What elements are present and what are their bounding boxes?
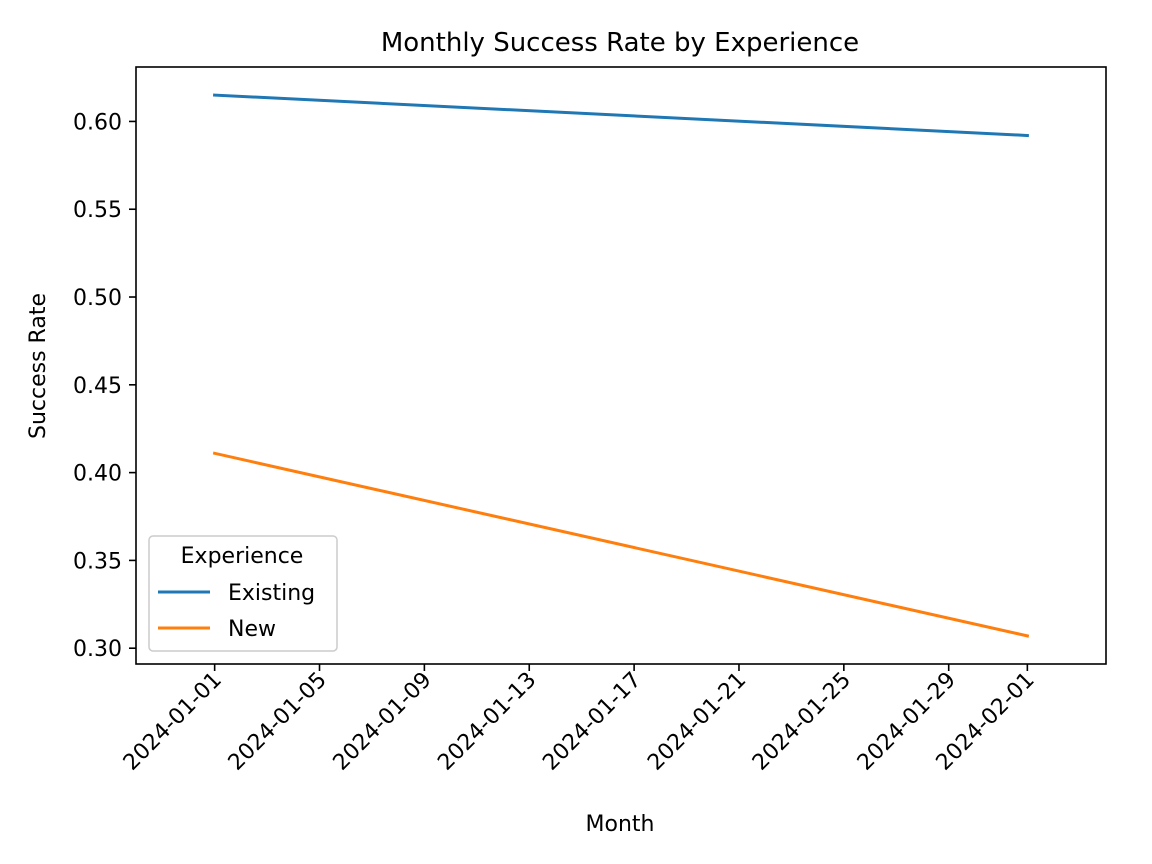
- x-axis-ticks: 2024-01-012024-01-052024-01-092024-01-13…: [119, 664, 1040, 776]
- plot-area: [135, 66, 1107, 665]
- x-tick-label: 2024-01-13: [433, 668, 541, 776]
- series-line-existing: [213, 93, 1029, 138]
- x-tick-label: 2024-01-09: [329, 668, 437, 776]
- x-tick-label: 2024-01-17: [538, 668, 646, 776]
- legend-label-existing: Existing: [228, 581, 315, 606]
- series-layer: [212, 93, 1030, 638]
- legend: Experience Existing New: [148, 535, 338, 652]
- legend-title: Experience: [181, 544, 304, 569]
- y-tick-label: 0.50: [73, 286, 122, 311]
- y-tick-label: 0.45: [73, 374, 122, 399]
- x-tick-label: 2024-01-05: [224, 668, 332, 776]
- y-tick-label: 0.55: [73, 198, 122, 223]
- x-axis-label: Month: [586, 812, 655, 837]
- legend-label-new: New: [228, 617, 276, 642]
- x-tick-label: 2024-01-01: [119, 668, 227, 776]
- y-tick-label: 0.30: [73, 637, 122, 662]
- y-tick-label: 0.35: [73, 549, 122, 574]
- chart-title: Monthly Success Rate by Experience: [381, 28, 859, 58]
- y-tick-label: 0.40: [73, 462, 122, 487]
- series-line-new: [212, 451, 1030, 638]
- y-axis-label: Success Rate: [26, 293, 51, 439]
- y-tick-label: 0.60: [73, 110, 122, 135]
- x-tick-label: 2024-01-21: [643, 668, 751, 776]
- x-tick-label: 2024-01-25: [748, 668, 856, 776]
- legend-box: [148, 535, 338, 652]
- y-axis-ticks: 0.30 0.35 0.40 0.45 0.50 0.55 0.60: [73, 110, 136, 662]
